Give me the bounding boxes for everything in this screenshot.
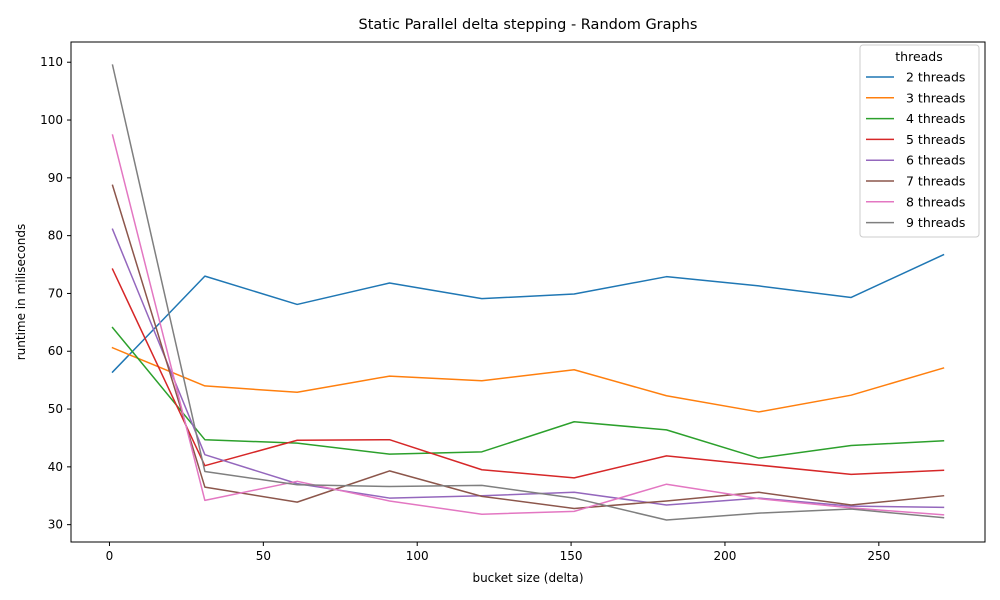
series-line-9-threads	[111, 64, 945, 521]
y-tick-label: 80	[48, 229, 63, 243]
series-line-5-threads	[111, 268, 945, 479]
legend-title: threads	[895, 49, 943, 64]
x-tick-label: 100	[406, 549, 429, 563]
x-tick-label: 0	[106, 549, 114, 563]
legend-label: 8 threads	[906, 194, 965, 209]
x-axis-label: bucket size (delta)	[472, 571, 583, 585]
legend-label: 6 threads	[906, 153, 965, 168]
y-tick-label: 90	[48, 171, 63, 185]
y-tick-label: 110	[40, 55, 63, 69]
series-line-7-threads	[111, 184, 945, 510]
legend-label: 3 threads	[906, 90, 965, 105]
legend-label: 2 threads	[906, 70, 965, 85]
legend: threads 2 threads 3 threads 4 threads 5 thr…	[859, 44, 980, 238]
y-tick-label: 100	[40, 113, 63, 127]
y-axis-ticks: 30 40 50 60 70 80 90 100 110	[40, 55, 71, 532]
y-tick-label: 60	[48, 344, 63, 358]
x-tick-label: 150	[560, 549, 583, 563]
x-tick-label: 50	[256, 549, 271, 563]
chart-title: Static Parallel delta stepping - Random …	[359, 17, 698, 33]
plot-frame	[70, 41, 986, 543]
x-tick-label: 250	[867, 549, 890, 563]
y-tick-label: 30	[48, 518, 63, 532]
y-tick-label: 50	[48, 402, 63, 416]
legend-label: 4 threads	[906, 111, 965, 126]
series-lines	[111, 64, 945, 521]
series-line-2-threads	[111, 253, 945, 374]
series-line-3-threads	[111, 346, 945, 413]
y-tick-label: 40	[48, 460, 63, 474]
series-line-4-threads	[111, 326, 945, 459]
legend-label: 9 threads	[906, 215, 965, 230]
y-tick-label: 70	[48, 286, 63, 300]
series-line-8-threads	[111, 134, 945, 516]
x-tick-label: 200	[714, 549, 737, 563]
x-axis-ticks: 0 50 100 150 200 250	[106, 542, 890, 563]
legend-box	[859, 44, 980, 238]
legend-label: 7 threads	[906, 174, 965, 189]
series-line-6-threads	[111, 228, 945, 509]
y-axis-label: runtime in miliseconds	[14, 224, 28, 361]
legend-label: 5 threads	[906, 132, 965, 147]
